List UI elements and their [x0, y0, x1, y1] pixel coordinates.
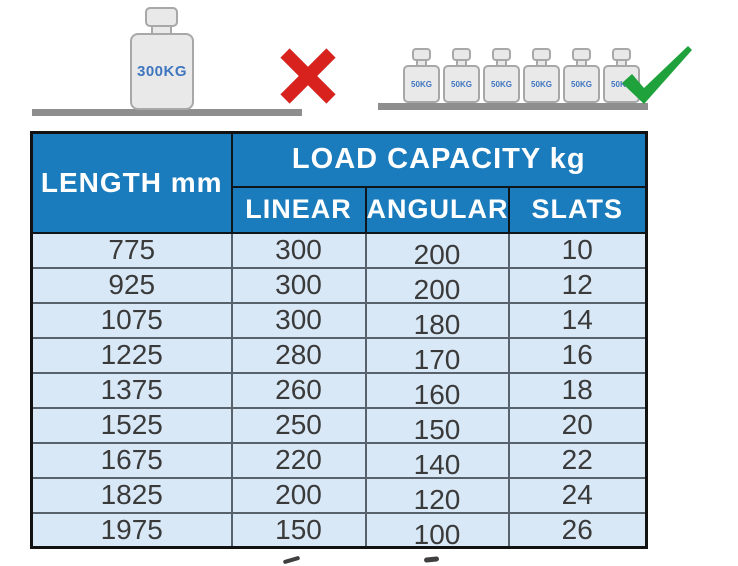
weight-body: 300KG: [130, 33, 194, 110]
table-row: 1375 260 160 18: [30, 371, 648, 409]
cell-length: 1975: [30, 511, 233, 549]
weight-neck: [416, 59, 427, 67]
weight-body: 50KG: [443, 65, 480, 103]
cell-linear: 250: [230, 406, 367, 444]
weight-50kg: 50KG: [563, 48, 600, 103]
header-slats: SLATS: [507, 185, 648, 234]
cell-angular: 180: [364, 301, 510, 339]
cell-slats: 10: [507, 231, 648, 269]
cell-angular: 120: [364, 476, 510, 514]
weight-50kg-label: 50KG: [491, 79, 512, 89]
load-capacity-table: LENGTH mm LOAD CAPACITY kg LINEAR ANGULA…: [30, 131, 649, 549]
cell-slats: 18: [507, 371, 648, 409]
cell-angular: 160: [364, 371, 510, 409]
cell-slats: 20: [507, 406, 648, 444]
weight-50kg: 50KG: [443, 48, 480, 103]
table-header: LENGTH mm LOAD CAPACITY kg LINEAR ANGULA…: [30, 131, 648, 234]
weight-300kg: 300KG: [130, 7, 194, 110]
check-icon: [622, 46, 692, 104]
cell-linear: 260: [230, 371, 367, 409]
weight-300kg-label: 300KG: [136, 63, 188, 80]
weight-body: 50KG: [483, 65, 520, 103]
cropped-text-fragment: [282, 555, 301, 565]
weight-knob: [412, 48, 431, 61]
cell-slats: 24: [507, 476, 648, 514]
cell-slats: 12: [507, 266, 648, 304]
table-row: 1825 200 120 24: [30, 476, 648, 514]
cell-linear: 300: [230, 266, 367, 304]
table-row: 925 300 200 12: [30, 266, 648, 304]
weight-knob: [492, 48, 511, 61]
cell-angular: 200: [364, 231, 510, 269]
cell-angular: 170: [364, 336, 510, 374]
weight-50kg-label: 50KG: [411, 79, 432, 89]
shelf-left: [32, 109, 302, 116]
table-row: 775 300 200 10: [30, 231, 648, 269]
table-row: 1075 300 180 14: [30, 301, 648, 339]
header-angular: ANGULAR: [364, 185, 510, 234]
header-load-capacity: LOAD CAPACITY kg: [230, 131, 648, 188]
cell-linear: 300: [230, 231, 367, 269]
weight-body: 50KG: [563, 65, 600, 103]
table-row: 1525 250 150 20: [30, 406, 648, 444]
weight-50kg: 50KG: [403, 48, 440, 103]
weight-knob: [532, 48, 551, 61]
cell-linear: 220: [230, 441, 367, 479]
cell-length: 775: [30, 231, 233, 269]
weight-50kg-label: 50KG: [571, 79, 592, 89]
weight-knob: [145, 7, 178, 27]
cropped-text-fragment: [423, 556, 440, 563]
weight-50kg-label: 50KG: [531, 79, 552, 89]
weight-neck: [496, 59, 507, 67]
weights-50kg-group: 50KG 50KG 50KG 50KG: [403, 48, 640, 103]
table-row: 1225 280 170 16: [30, 336, 648, 374]
cell-length: 1675: [30, 441, 233, 479]
cell-length: 925: [30, 266, 233, 304]
weight-neck: [576, 59, 587, 67]
weight-50kg-label: 50KG: [451, 79, 472, 89]
cell-slats: 26: [507, 511, 648, 549]
shelf-right: [378, 103, 648, 110]
cell-length: 1825: [30, 476, 233, 514]
weight-body: 50KG: [523, 65, 560, 103]
weight-neck: [616, 59, 627, 67]
weight-50kg: 50KG: [483, 48, 520, 103]
weight-knob: [572, 48, 591, 61]
cell-angular: 140: [364, 441, 510, 479]
table-row: 1975 150 100 26: [30, 511, 648, 549]
weight-neck: [456, 59, 467, 67]
weight-50kg-label: 50KG: [611, 79, 632, 89]
cell-linear: 150: [230, 511, 367, 549]
cell-length: 1225: [30, 336, 233, 374]
cell-length: 1075: [30, 301, 233, 339]
table-row: 1675 220 140 22: [30, 441, 648, 479]
cell-slats: 14: [507, 301, 648, 339]
table-body: 775 300 200 10 925 300 200 12 1075: [30, 231, 648, 549]
weight-body: 50KG: [403, 65, 440, 103]
weight-knob: [452, 48, 471, 61]
cell-slats: 16: [507, 336, 648, 374]
weight-neck: [536, 59, 547, 67]
weight-knob: [612, 48, 631, 61]
cell-linear: 280: [230, 336, 367, 374]
cell-slats: 22: [507, 441, 648, 479]
weight-50kg: 50KG: [523, 48, 560, 103]
cell-linear: 200: [230, 476, 367, 514]
header-length-mm: LENGTH mm: [30, 131, 233, 234]
cell-angular: 200: [364, 266, 510, 304]
header-linear: LINEAR: [230, 185, 367, 234]
cell-length: 1525: [30, 406, 233, 444]
cell-angular: 100: [364, 511, 510, 549]
cross-icon: [280, 48, 336, 104]
cell-length: 1375: [30, 371, 233, 409]
cell-angular: 150: [364, 406, 510, 444]
cell-linear: 300: [230, 301, 367, 339]
